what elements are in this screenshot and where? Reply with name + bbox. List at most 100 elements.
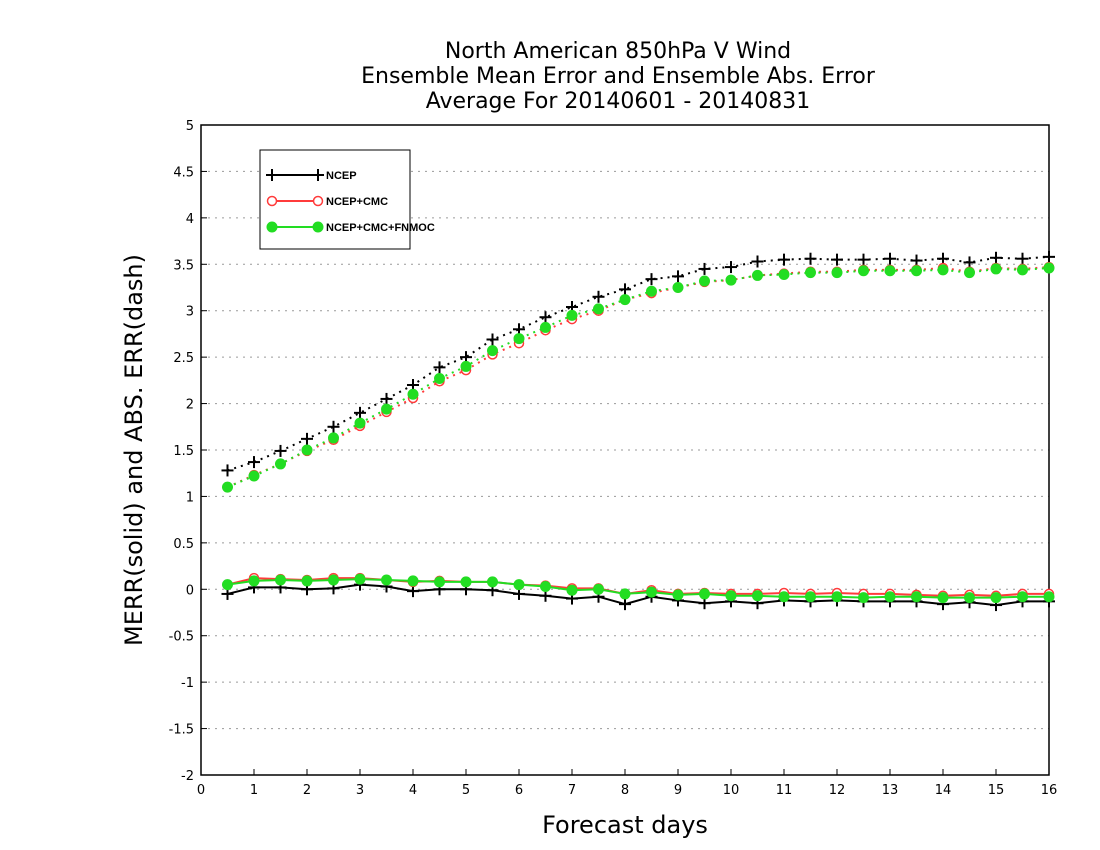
point-abs-err-ncep-cmc-fnmoc-5: [354, 417, 366, 429]
x-tick-label-13: 13: [882, 783, 899, 798]
point-merr-ncep-cmc-fnmoc-29: [990, 592, 1002, 604]
y-tick-label-12: 4: [186, 212, 194, 227]
point-abs-err-ncep-cmc-fnmoc-16: [646, 285, 657, 297]
legend-marker-start-ncep-cmc: [266, 195, 278, 207]
y-tick-label-1: -1.5: [169, 723, 194, 738]
point-abs-err-ncep-cmc-fnmoc-4: [328, 432, 339, 444]
point-abs-err-ncep-30: [1016, 252, 1029, 265]
y-tick-label-4: 0: [186, 583, 194, 598]
point-abs-err-ncep-29: [990, 251, 1002, 264]
point-abs-err-ncep-17: [672, 270, 684, 283]
series-ncep-cmc: [222, 261, 1055, 602]
point-merr-ncep-cmc-fnmoc-13: [566, 584, 578, 596]
point-abs-err-ncep-26: [910, 254, 923, 267]
point-merr-ncep-cmc-fnmoc-27: [937, 592, 949, 604]
grid: [201, 170, 1049, 730]
x-tick-label-15: 15: [988, 783, 1005, 798]
point-abs-err-ncep-cmc-fnmoc-8: [434, 373, 445, 384]
point-abs-err-ncep-12: [539, 311, 552, 324]
point-abs-err-ncep-5: [354, 406, 366, 419]
x-axis-label: Forecast days: [542, 811, 708, 839]
point-merr-ncep-cmc-fnmoc-17: [672, 589, 684, 601]
point-abs-err-ncep-cmc-fnmoc-15: [619, 294, 631, 306]
point-merr-ncep-cmc-fnmoc-0: [222, 579, 233, 591]
legend-marker-end-ncep-cmc: [312, 195, 324, 207]
point-merr-ncep-15: [619, 598, 631, 611]
title-line-2: Ensemble Mean Error and Ensemble Abs. Er…: [361, 64, 876, 89]
point-merr-ncep-cmc-fnmoc-18: [699, 588, 710, 600]
point-abs-err-ncep-cmc-fnmoc-6: [381, 403, 392, 415]
point-merr-ncep-cmc-fnmoc-6: [381, 574, 392, 586]
point-merr-ncep-cmc-fnmoc-28: [964, 592, 975, 604]
y-tick-label-9: 2.5: [173, 351, 194, 366]
x-tick-label-14: 14: [935, 783, 952, 798]
series-line-abs-err-ncep-cmc: [227, 266, 1050, 489]
legend-label-ncep: NCEP: [326, 170, 357, 182]
point-merr-ncep-cmc-fnmoc-10: [487, 576, 498, 588]
point-merr-ncep-cmc-fnmoc-16: [646, 586, 657, 598]
point-abs-err-ncep-27: [937, 252, 949, 265]
point-merr-ncep-cmc-fnmoc-21: [778, 591, 790, 603]
series-line-abs-err-ncep: [227, 255, 1050, 472]
point-abs-err-ncep-1: [248, 456, 260, 469]
point-abs-err-ncep-15: [619, 283, 631, 296]
x-tick-label-6: 6: [515, 783, 523, 798]
point-abs-err-ncep-19: [725, 261, 737, 274]
point-merr-ncep-cmc-fnmoc-31: [1043, 591, 1055, 603]
legend-box: [259, 149, 411, 250]
y-tick-label-11: 3.5: [173, 258, 194, 273]
point-abs-err-ncep-cmc-fnmoc-21: [778, 269, 790, 280]
point-merr-ncep-cmc-fnmoc-24: [858, 592, 869, 604]
y-tick-label-7: 1.5: [173, 444, 194, 459]
point-abs-err-ncep-3: [301, 432, 313, 445]
point-merr-ncep-cmc-fnmoc-25: [884, 591, 896, 603]
legend: NCEP NCEP+CMC NCEP+CMC+FNMOC: [259, 149, 435, 250]
title-line-1: North American 850hPa V Wind: [445, 39, 791, 64]
point-merr-ncep-cmc-fnmoc-8: [434, 576, 445, 588]
point-abs-err-ncep-24: [857, 253, 870, 266]
point-merr-ncep-7: [407, 585, 419, 598]
point-abs-err-ncep-23: [831, 253, 843, 266]
y-tick-label-13: 4.5: [173, 165, 194, 180]
point-abs-err-ncep-6: [380, 392, 393, 405]
y-tick-label-8: 2: [186, 398, 194, 413]
x-tick-label-9: 9: [674, 783, 682, 798]
y-tick-label-6: 1: [186, 490, 194, 505]
y-tick-label-0: -2: [181, 769, 194, 784]
point-abs-err-ncep-21: [778, 253, 790, 266]
x-tick-label-12: 12: [829, 783, 846, 798]
point-abs-err-ncep-cmc-fnmoc-2: [275, 458, 286, 470]
point-abs-err-ncep-cmc-fnmoc-22: [805, 267, 816, 279]
point-merr-ncep-cmc-fnmoc-7: [407, 575, 419, 587]
legend-marker-start-ncep: [266, 169, 278, 181]
point-merr-ncep-cmc-fnmoc-2: [275, 574, 286, 586]
y-tick-label-2: -1: [181, 676, 194, 691]
point-abs-err-ncep-16: [645, 273, 658, 286]
point-abs-err-ncep-4: [327, 420, 340, 433]
series-ncep: [221, 250, 1055, 612]
x-tick-label-4: 4: [409, 783, 417, 798]
x-tick-label-16: 16: [1041, 783, 1058, 798]
point-abs-err-ncep-cmc-fnmoc-10: [487, 345, 498, 357]
x-tick-label-8: 8: [621, 783, 629, 798]
point-merr-ncep-cmc-fnmoc-5: [354, 573, 366, 585]
point-abs-err-ncep-20: [751, 255, 764, 268]
point-merr-ncep-cmc-fnmoc-19: [725, 590, 737, 602]
point-merr-ncep-cmc-fnmoc-20: [752, 590, 763, 602]
point-abs-err-ncep-cmc-fnmoc-7: [407, 388, 419, 400]
point-merr-ncep-cmc-fnmoc-12: [540, 581, 551, 592]
point-merr-ncep-cmc-fnmoc-3: [301, 575, 313, 587]
legend-entry-ncep: NCEP: [266, 169, 357, 182]
point-merr-ncep-cmc-fnmoc-1: [248, 575, 260, 587]
point-abs-err-ncep-0: [221, 464, 234, 477]
point-abs-err-ncep-cmc-fnmoc-0: [222, 481, 233, 493]
y-axis-label: MERR(solid) and ABS. ERR(dash): [120, 254, 148, 646]
point-abs-err-ncep-28: [963, 256, 976, 269]
point-abs-err-ncep-cmc-fnmoc-23: [831, 267, 843, 279]
x-tick-label-0: 0: [197, 783, 205, 798]
legend-label-ncep-cmc-fnmoc: NCEP+CMC+FNMOC: [326, 222, 435, 234]
point-abs-err-ncep-cmc-fnmoc-12: [540, 321, 551, 333]
point-abs-err-ncep-cmc-fnmoc-1: [248, 470, 260, 482]
y-tick-label-14: 5: [186, 119, 194, 134]
